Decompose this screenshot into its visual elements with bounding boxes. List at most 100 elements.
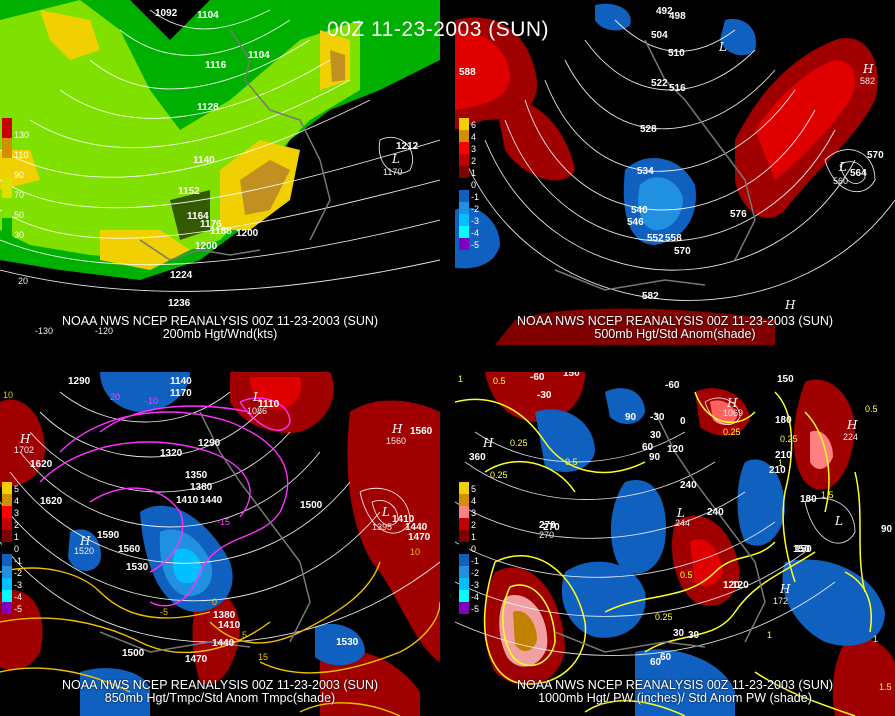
height-label: 120 <box>723 580 740 591</box>
high-value: 1520 <box>74 546 95 556</box>
height-label: 528 <box>640 124 657 135</box>
anom-neg-sc <box>561 561 646 638</box>
height-label: 90 <box>881 524 893 535</box>
height-label: -60 <box>665 380 680 391</box>
pw-label: 0.5 <box>865 404 878 414</box>
legend-value: 6 <box>471 120 477 130</box>
anom-pos-east <box>347 400 440 662</box>
height-label: 1560 <box>410 426 433 437</box>
legend-value: -5 <box>14 604 23 614</box>
temp-label: 10 <box>3 390 14 400</box>
low-value: 1086 <box>247 406 268 416</box>
pw-label: 1 <box>767 630 773 640</box>
height-label: 270 <box>539 520 556 531</box>
legend-value: 0 <box>471 544 477 554</box>
height-label: 1176 <box>200 219 222 230</box>
legend-value: 1 <box>471 532 477 542</box>
height-label: 210 <box>775 450 792 461</box>
anom-neg-s <box>635 649 735 716</box>
height-label: 1440 <box>405 522 428 533</box>
height-label: 1110 <box>258 399 280 410</box>
low-marker: L <box>253 390 261 404</box>
legend-value: -4 <box>14 592 23 602</box>
legend-value: 5 <box>14 484 20 494</box>
legend-value: 110 <box>14 150 29 160</box>
anom-neg-n <box>595 3 631 31</box>
height-label: 1200 <box>236 228 259 239</box>
height-label: 1380 <box>190 482 213 493</box>
legend-value: 3 <box>471 144 477 154</box>
height-label: 1530 <box>126 562 149 573</box>
pw-label: 0.5 <box>493 376 506 386</box>
legend-value: 30 <box>14 230 25 240</box>
high-marker: H <box>80 534 91 548</box>
anom-pos-nw <box>485 372 585 422</box>
height-label: 60 <box>642 442 654 453</box>
height-label: 180 <box>800 494 817 505</box>
height-label: 150 <box>795 544 812 555</box>
low-value: 1170 <box>383 167 403 177</box>
height-label: 1116 <box>205 60 227 71</box>
height-label: 504 <box>651 30 668 41</box>
height-label: 1410 <box>218 620 241 631</box>
height-label: 120 <box>732 580 749 591</box>
high-value: 1702 <box>14 445 35 455</box>
pw-label: 1.5 <box>821 490 834 500</box>
height-label: 1440 <box>200 495 223 506</box>
low-marker: L <box>835 514 843 528</box>
anom-pos-west <box>0 399 45 487</box>
black-region2 <box>170 190 210 240</box>
legend-value: -2 <box>471 568 480 578</box>
height-label: 1140 <box>193 155 215 166</box>
high-value: 1069 <box>723 408 744 418</box>
legend-value: 5 <box>471 484 477 494</box>
pw-label: 0.5 <box>565 457 578 467</box>
height-label: 1290 <box>198 438 221 449</box>
legend-value: 1 <box>14 532 20 542</box>
high-marker: H <box>20 432 31 446</box>
legend-value: -5 <box>471 240 480 250</box>
height-label: 90 <box>649 452 661 463</box>
height-label: 516 <box>669 83 686 94</box>
height-label: 1152 <box>178 186 200 197</box>
height-label: 1236 <box>168 298 191 309</box>
high-value: 582 <box>860 76 876 86</box>
height-label: 1290 <box>68 376 91 387</box>
pw-label: 1 <box>778 458 784 468</box>
legend-value: 0 <box>471 180 477 190</box>
legend-value: -4 <box>471 228 480 238</box>
anom-neg-nw2 <box>605 388 645 424</box>
legend-value: -3 <box>14 580 23 590</box>
temp-label: 0 <box>212 597 218 607</box>
height-label: 1560 <box>118 544 141 555</box>
anom-pos-se <box>320 649 420 716</box>
height-label: 522 <box>651 78 668 89</box>
main-title: 00Z 11-23-2003 (SUN) <box>327 18 550 41</box>
height-label: 1170 <box>170 388 192 399</box>
pw-label: 1 <box>458 374 464 384</box>
height-label: 1320 <box>160 448 183 459</box>
height-label: 60 <box>650 657 662 668</box>
legend-value: -2 <box>14 568 23 578</box>
height-label: 270 <box>543 522 560 533</box>
height-label: 1164 <box>187 211 209 222</box>
height-label: 1500 <box>122 648 145 659</box>
height-label: 1410 <box>176 495 199 506</box>
legend-value: -4 <box>471 592 480 602</box>
legend-value: 2 <box>471 520 477 530</box>
height-label: 534 <box>637 166 654 177</box>
height-label: 120 <box>667 444 684 455</box>
low-marker: L <box>392 152 400 166</box>
height-label: 510 <box>668 48 685 59</box>
pw-label: 1.5 <box>879 682 892 692</box>
height-label: 90 <box>625 412 637 423</box>
height-label: 150 <box>777 374 794 385</box>
high-marker: H <box>780 582 791 596</box>
height-label: 1350 <box>185 470 208 481</box>
height-label: 558 <box>665 233 682 244</box>
anom-pos-west-core <box>455 30 510 110</box>
legend-value: -1 <box>14 556 23 566</box>
jet-band-mid <box>0 0 360 260</box>
pw-label: 0.5 <box>680 570 693 580</box>
anom-neg-se <box>315 623 365 666</box>
